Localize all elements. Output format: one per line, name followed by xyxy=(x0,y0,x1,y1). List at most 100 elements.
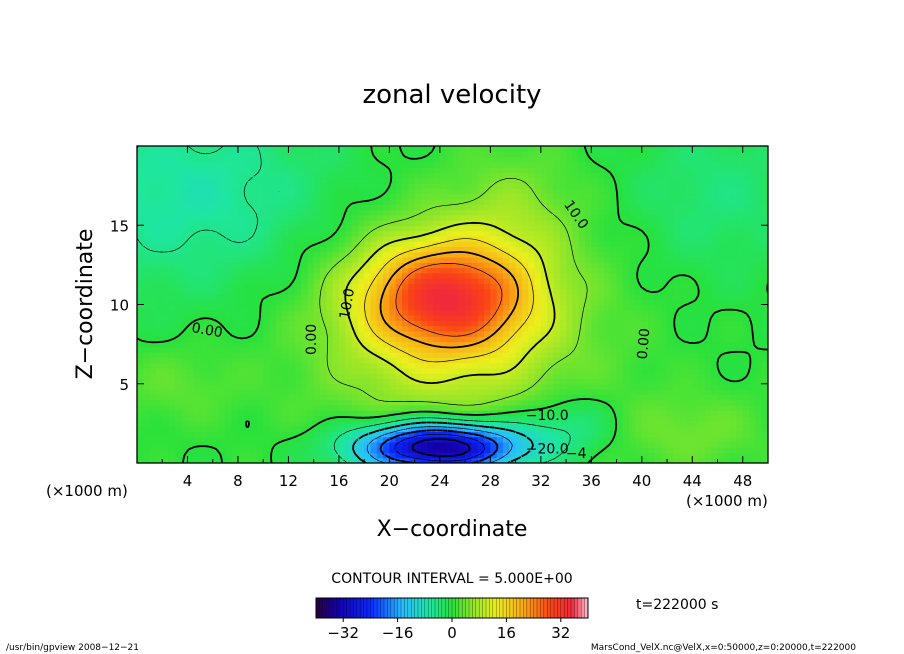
heatmap-cell xyxy=(540,188,548,195)
heatmap-cell xyxy=(193,241,201,247)
heatmap-cell xyxy=(420,315,428,321)
heatmap-cell xyxy=(591,336,599,343)
heatmap-cell xyxy=(465,299,473,306)
heatmap-cell xyxy=(288,272,296,279)
heatmap-cell xyxy=(408,457,416,463)
heatmap-cell xyxy=(648,156,656,163)
heatmap-cell xyxy=(534,452,542,459)
heatmap-cell xyxy=(622,246,630,253)
heatmap-cell xyxy=(326,346,334,353)
heatmap-cell xyxy=(345,426,353,432)
heatmap-cell xyxy=(597,383,605,390)
heatmap-cell xyxy=(433,325,441,332)
heatmap-cell xyxy=(534,172,542,179)
heatmap-cell xyxy=(313,156,321,163)
heatmap-cell xyxy=(301,404,308,411)
heatmap-cell xyxy=(496,341,504,348)
heatmap-cell xyxy=(269,219,277,226)
heatmap-cell xyxy=(484,447,491,454)
heatmap-cell xyxy=(446,394,454,401)
heatmap-cell xyxy=(648,230,656,237)
heatmap-cell xyxy=(654,151,662,158)
heatmap-cell xyxy=(162,214,170,221)
heatmap-cell xyxy=(282,410,290,417)
heatmap-cell xyxy=(408,346,416,353)
heatmap-cell xyxy=(660,457,668,463)
heatmap-cell xyxy=(231,293,239,300)
heatmap-cell xyxy=(155,204,163,210)
heatmap-cell xyxy=(534,198,542,205)
heatmap-cell xyxy=(168,352,176,358)
heatmap-cell xyxy=(206,389,214,395)
heatmap-cell xyxy=(200,204,208,210)
heatmap-cell xyxy=(408,214,416,221)
heatmap-cell xyxy=(597,441,605,448)
heatmap-cell xyxy=(603,177,611,184)
heatmap-cell xyxy=(490,415,498,422)
heatmap-cell xyxy=(219,452,226,459)
heatmap-cell xyxy=(200,293,208,300)
heatmap-cell xyxy=(654,309,662,316)
heatmap-cell xyxy=(616,330,624,337)
heatmap-cell xyxy=(263,214,271,221)
heatmap-cell xyxy=(168,156,176,163)
heatmap-cell xyxy=(250,177,258,184)
heatmap-cell xyxy=(338,399,346,406)
heatmap-cell xyxy=(458,341,466,348)
heatmap-cell xyxy=(534,404,542,411)
heatmap-cell xyxy=(219,420,226,427)
heatmap-cell xyxy=(256,447,264,454)
heatmap-cell xyxy=(313,330,321,337)
heatmap-cell xyxy=(376,278,384,284)
heatmap-cell xyxy=(389,383,397,390)
heatmap-cell xyxy=(263,188,271,195)
heatmap-cell xyxy=(237,182,245,189)
heatmap-cell xyxy=(193,230,201,237)
heatmap-cell xyxy=(345,182,353,189)
heatmap-cell xyxy=(301,198,308,205)
heatmap-cell xyxy=(515,151,523,158)
heatmap-cell xyxy=(351,198,359,205)
heatmap-cell xyxy=(559,246,567,253)
heatmap-cell xyxy=(256,330,264,337)
heatmap-cell xyxy=(572,219,580,226)
heatmap-cell xyxy=(597,251,605,258)
heatmap-cell xyxy=(509,293,517,300)
heatmap-cell xyxy=(566,219,573,226)
heatmap-cell xyxy=(250,399,258,406)
heatmap-cell xyxy=(370,246,378,253)
heatmap-cell xyxy=(566,198,573,205)
heatmap-cell xyxy=(231,383,239,390)
heatmap-cell xyxy=(521,214,529,221)
heatmap-cell xyxy=(143,288,151,295)
heatmap-cell xyxy=(357,336,365,343)
heatmap-cell xyxy=(389,404,397,411)
heatmap-cell xyxy=(566,267,573,274)
heatmap-cell xyxy=(351,399,359,406)
heatmap-cell xyxy=(578,151,586,158)
heatmap-cell xyxy=(181,172,189,179)
heatmap-cell xyxy=(376,330,384,337)
heatmap-cell xyxy=(332,410,340,417)
heatmap-cell xyxy=(534,188,542,195)
heatmap-cell xyxy=(433,389,441,395)
heatmap-cell xyxy=(137,209,144,216)
heatmap-cell xyxy=(137,315,144,321)
heatmap-cell xyxy=(622,225,630,232)
heatmap-cell xyxy=(641,246,649,253)
heatmap-cell xyxy=(521,235,529,242)
heatmap-cell xyxy=(439,251,447,258)
heatmap-cell xyxy=(629,151,637,158)
heatmap-cell xyxy=(219,367,226,374)
heatmap-cell xyxy=(275,426,283,432)
heatmap-cell xyxy=(326,383,334,390)
heatmap-cell xyxy=(149,452,157,459)
heatmap-cell xyxy=(338,172,346,179)
heatmap-cell xyxy=(553,373,561,380)
heatmap-cell xyxy=(420,262,428,269)
heatmap-cell xyxy=(357,436,365,443)
heatmap-cell xyxy=(471,336,479,343)
heatmap-cell xyxy=(471,193,479,200)
heatmap-cell xyxy=(553,177,561,184)
heatmap-cell xyxy=(263,278,271,284)
